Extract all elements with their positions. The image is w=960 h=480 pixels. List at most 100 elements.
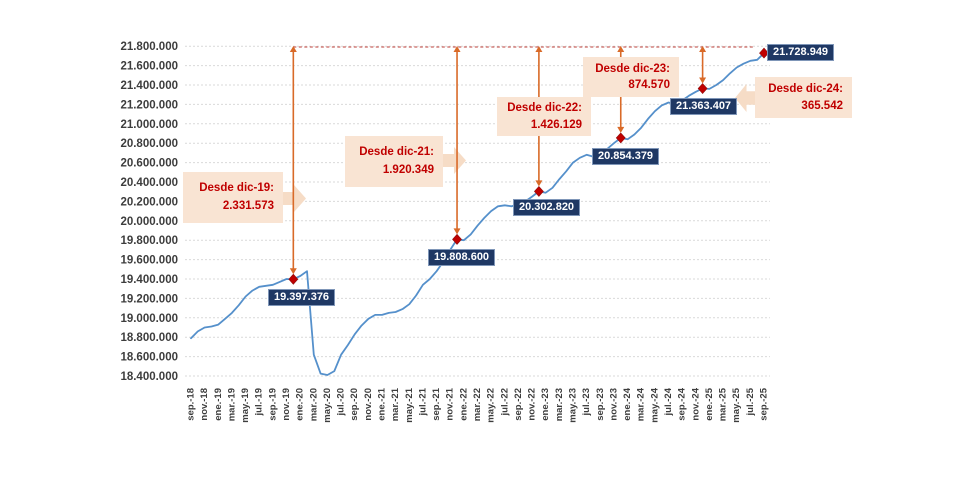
x-axis-tick-label: jul.-24 xyxy=(663,387,674,416)
y-axis-tick-label: 21.000.000 xyxy=(120,119,178,131)
data-label-dic-21: 19.808.600 xyxy=(428,249,496,266)
x-axis-tick-label: mar.-23 xyxy=(554,388,565,421)
x-axis-tick-label: mar.-22 xyxy=(472,388,483,421)
y-axis-tick-label: 18.800.000 xyxy=(120,332,178,344)
connector-arrowhead-up-icon xyxy=(617,46,625,52)
data-label-dic-23: 20.854.379 xyxy=(592,148,660,165)
annotation-value: 2.331.573 xyxy=(222,199,274,212)
y-axis-tick-label: 21.200.000 xyxy=(120,99,178,111)
annotation-desde-dic-22: Desde dic-22: 1.426.129 xyxy=(497,97,591,136)
y-axis-tick-label: 19.400.000 xyxy=(120,274,178,286)
x-axis-tick-label: may.-20 xyxy=(322,388,333,423)
y-axis-tick-label: 20.200.000 xyxy=(120,196,178,208)
x-axis-tick-label: sep.-19 xyxy=(267,388,278,421)
x-axis-tick-label: jul.-20 xyxy=(336,388,347,416)
connector-arrowhead-down-icon xyxy=(453,228,461,235)
x-axis-tick-label: sep.-18 xyxy=(186,388,197,421)
annotation-desde-dic-24: Desde dic-24: 365.542 xyxy=(755,77,852,118)
x-axis-tick-label: mar.-21 xyxy=(390,387,401,421)
annotation-desde-dic-21: Desde dic-21: 1.920.349 xyxy=(345,136,443,187)
annotation-title: Desde dic-22: xyxy=(507,102,582,115)
x-axis-tick-label: ene.-24 xyxy=(622,387,633,420)
data-label-dic-19: 19.397.376 xyxy=(268,289,336,306)
x-axis-tick-label: nov.-23 xyxy=(608,388,619,421)
annotation-title: Desde dic-19: xyxy=(199,181,274,194)
x-axis-tick-label: sep.-21 xyxy=(431,387,442,420)
x-axis-tick-label: may.-22 xyxy=(486,388,497,423)
y-axis-tick-label: 20.800.000 xyxy=(120,138,178,150)
connector-arrowhead-down-icon xyxy=(535,180,543,187)
y-axis-tick-label: 19.000.000 xyxy=(120,313,178,325)
x-axis-tick-label: mar.-20 xyxy=(308,388,319,421)
connector-arrowhead-down-icon xyxy=(289,268,297,275)
annotation-arrow-left-icon xyxy=(735,84,759,112)
data-label-sep-25: 21.728.949 xyxy=(767,44,835,61)
y-axis-tick-label: 20.400.000 xyxy=(120,177,178,189)
x-axis-tick-label: may.-21 xyxy=(404,387,415,422)
x-axis-tick-label: may.-25 xyxy=(731,387,742,422)
x-axis-tick-label: nov.-22 xyxy=(527,388,538,421)
connector-arrowhead-up-icon xyxy=(453,46,461,52)
connector-arrowhead-down-icon xyxy=(699,77,707,84)
x-axis-tick-label: ene.-23 xyxy=(540,388,551,421)
x-axis-tick-label: nov.-19 xyxy=(281,388,292,421)
series-line xyxy=(190,52,765,376)
x-axis-tick-label: jul.-21 xyxy=(417,387,428,416)
data-label-dic-22: 20.302.820 xyxy=(513,199,581,216)
x-axis-tick-label: nov.-21 xyxy=(445,387,456,420)
annotation-value: 874.570 xyxy=(628,79,670,91)
marker-diamond-icon xyxy=(452,233,462,245)
y-axis-tick-label: 21.600.000 xyxy=(120,61,178,73)
x-axis-tick-label: may.-19 xyxy=(240,388,251,423)
annotation-value: 1.426.129 xyxy=(530,118,582,131)
marker-diamond-icon xyxy=(615,132,626,144)
marker-diamond-icon xyxy=(288,273,299,285)
x-axis-tick-label: ene.-21 xyxy=(377,387,388,420)
connector-arrowhead-up-icon xyxy=(289,46,297,52)
x-axis-tick-label: ene.-20 xyxy=(295,388,306,421)
y-axis-tick-label: 21.400.000 xyxy=(120,80,178,92)
annotation-desde-dic-19: Desde dic-19: 2.331.573 xyxy=(183,172,283,223)
y-axis-tick-label: 19.600.000 xyxy=(120,255,178,267)
annotation-title: Desde dic-23: xyxy=(595,62,670,75)
annotation-title: Desde dic-21: xyxy=(359,145,434,158)
x-axis-tick-label: nov.-20 xyxy=(363,388,374,421)
x-axis-tick-label: nov.-24 xyxy=(690,387,701,420)
data-label-dic-24: 21.363.407 xyxy=(670,98,738,115)
x-axis-tick-label: mar.-24 xyxy=(636,387,647,421)
x-axis-tick-label: sep.-20 xyxy=(349,388,360,421)
x-axis-tick-label: jul.-22 xyxy=(499,388,510,416)
y-axis-tick-label: 20.600.000 xyxy=(120,158,178,170)
x-axis-tick-label: ene.-22 xyxy=(458,388,469,421)
marker-diamond-icon xyxy=(697,83,708,94)
x-axis-tick-label: mar.-19 xyxy=(226,388,237,421)
x-axis-tick-label: sep.-23 xyxy=(595,388,606,421)
x-axis-tick-label: ene.-25 xyxy=(704,387,715,420)
y-axis-tick-label: 21.800.000 xyxy=(120,41,178,53)
connector-arrowhead-up-icon xyxy=(535,46,543,52)
y-axis-tick-label: 19.800.000 xyxy=(120,235,178,247)
x-axis-tick-label: may.-24 xyxy=(649,387,660,422)
annotation-value: 365.542 xyxy=(801,99,843,112)
x-axis-tick-label: sep.-25 xyxy=(759,387,770,420)
x-axis-tick-label: jul.-25 xyxy=(745,387,756,416)
y-axis-tick-label: 19.200.000 xyxy=(120,293,178,305)
connector-arrowhead-up-icon xyxy=(699,46,707,52)
x-axis-tick-label: jul.-23 xyxy=(581,388,592,416)
x-axis-tick-label: sep.-22 xyxy=(513,388,524,421)
annotation-arrow-right-icon xyxy=(441,147,466,174)
y-axis-tick-label: 20.000.000 xyxy=(120,216,178,228)
x-axis-tick-label: jul.-19 xyxy=(254,388,265,416)
annotation-title: Desde dic-24: xyxy=(768,83,843,96)
x-axis-tick-label: sep.-24 xyxy=(677,387,688,420)
x-axis-tick-label: ene.-19 xyxy=(213,388,224,421)
x-axis-tick-label: may.-23 xyxy=(568,388,579,423)
connector-arrowhead-down-icon xyxy=(617,126,625,133)
marker-diamond-icon xyxy=(533,185,544,197)
y-axis-tick-label: 18.600.000 xyxy=(120,352,178,364)
annotation-value: 1.920.349 xyxy=(382,163,434,176)
annotation-desde-dic-23: Desde dic-23: 874.570 xyxy=(583,57,679,97)
x-axis-tick-label: mar.-25 xyxy=(718,387,729,421)
